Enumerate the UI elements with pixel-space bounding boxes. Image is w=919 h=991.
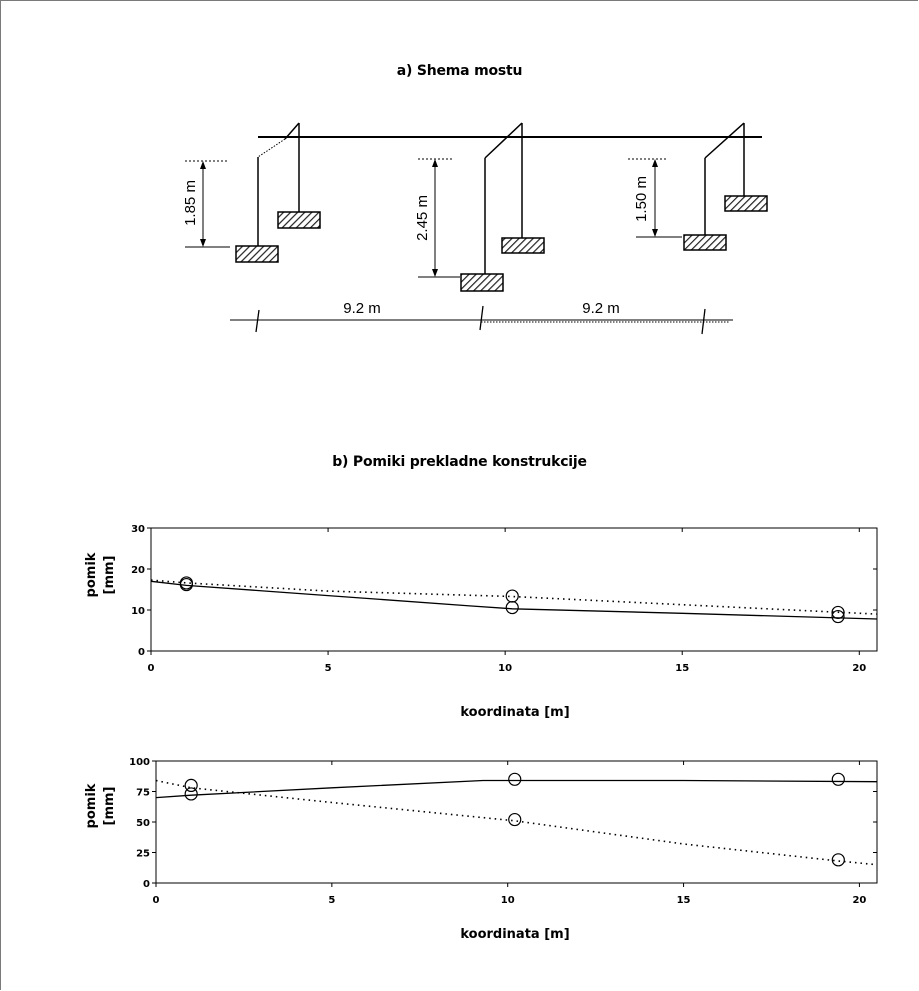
chart2-y-tick-label: 25 [136,849,150,860]
height-label-1: 1.85 m [182,180,199,226]
chart2-y-axis-unit: [mm] [102,787,117,826]
chart2-marker [508,772,522,786]
chart2-marker [184,778,198,793]
chart1-series-2-line [150,579,878,615]
chart2-marker [831,772,845,786]
height-label-3: 1.50 m [633,176,650,222]
chart2-y-tick-label: 0 [143,879,150,890]
chart2-marker [508,812,522,827]
chart2-y-tick-label: 50 [136,818,150,829]
chart2-plot-frame [155,760,878,884]
chart1-marker [831,605,845,620]
chart2-x-tick-label: 5 [328,895,335,906]
section-b-title: b) Pomiki prekladne konstrukcije [332,454,587,470]
chart1-y-tick-label: 0 [138,647,145,658]
chart2-marker [184,787,198,801]
chart2-y-axis-label: pomik [84,783,99,828]
chart1-marker [831,609,845,624]
chart1-x-tick-label: 0 [148,663,155,674]
span-label-2: 9.2 m [582,300,620,317]
chart2-x-tick-label: 20 [852,895,866,906]
footing [683,234,727,251]
chart2-x-tick-label: 0 [153,895,160,906]
chart1-y-tick-label: 20 [131,565,145,576]
footing [724,195,768,212]
height-label-2: 2.45 m [414,195,431,241]
chart1-x-tick-label: 5 [325,663,332,674]
chart1-marker [505,600,519,615]
chart2-y-tick-label: 75 [136,788,150,799]
chart1-x-axis-label: koordinata [m] [460,705,569,720]
chart2-series-1-line [155,779,878,799]
footing [501,237,545,254]
chart2-y-tick-label: 100 [129,757,150,768]
pier-1: 1.85 m [182,122,321,263]
footing [460,273,504,292]
chart2-series-2-line [155,779,878,866]
chart1-x-tick-label: 20 [852,663,866,674]
span-dimension: 9.2 m 9.2 m [230,300,733,335]
pier-2: 2.45 m [414,122,545,292]
footing [235,245,279,263]
pier-3: 1.50 m [628,122,768,251]
span-label-1: 9.2 m [343,300,381,317]
chart1-y-tick-label: 30 [131,524,145,535]
chart1-marker [505,589,519,603]
chart1-plot-frame [150,527,878,652]
chart2-x-tick-label: 10 [501,895,515,906]
chart1-y-axis-unit: [mm] [102,556,117,595]
chart1-y-tick-label: 10 [131,606,145,617]
footing [277,211,321,229]
chart1-x-tick-label: 15 [675,663,689,674]
chart1-y-axis-label: pomik [84,552,99,597]
chart1-series-1-line [150,580,878,620]
chart1-x-tick-label: 10 [498,663,512,674]
chart1-marker [179,576,194,590]
chart2-marker [831,853,845,867]
chart2-x-tick-label: 15 [677,895,691,906]
schema-title: a) Shema mostu [396,63,523,79]
chart2-x-axis-label: koordinata [m] [460,927,569,942]
bridge-schema: 1.85 m 2.45 m 1.50 m 9.2 m 9. [182,122,768,335]
